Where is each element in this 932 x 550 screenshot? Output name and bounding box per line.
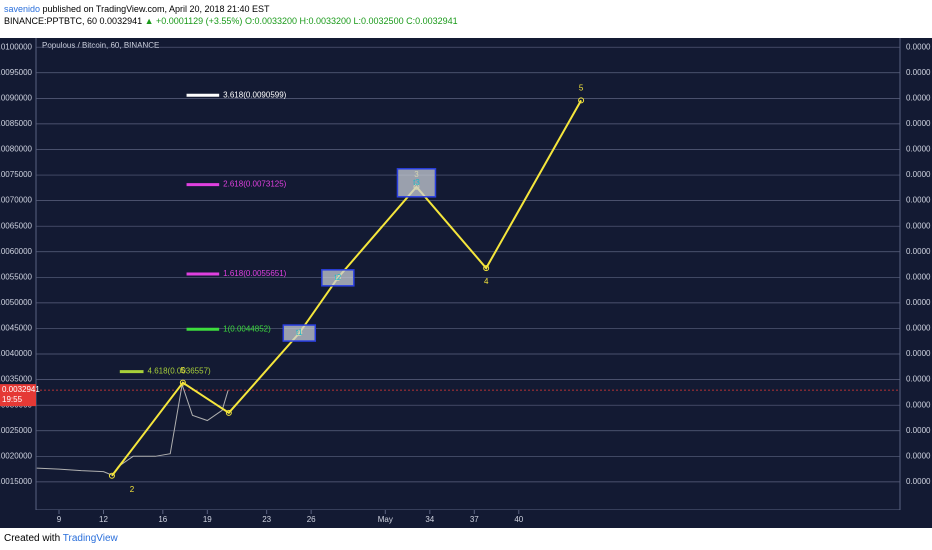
y2-tick-label: 0.0000 (906, 349, 931, 358)
x-tick-label: 26 (307, 515, 316, 524)
level-label: 1.618(0.0055651) (223, 269, 287, 278)
wave-point (179, 379, 186, 386)
y2-tick-label: 0.0000 (906, 298, 931, 307)
target-box (282, 324, 317, 342)
y-tick-label: 0.0055000 (0, 272, 33, 281)
wave-point (483, 265, 490, 272)
wave-label: 2 (130, 485, 135, 494)
target-label: t3 (413, 178, 420, 187)
price-tag-time: 19:55 (2, 395, 23, 404)
y2-tick-label: 0.0000 (906, 375, 931, 384)
y-tick-label: 0.0090000 (0, 93, 33, 102)
x-axis-bg (0, 510, 932, 528)
series-line (36, 384, 229, 476)
x-tick-label: May (378, 515, 393, 524)
brand[interactable]: TradingView (62, 533, 118, 544)
x-tick-label: 37 (470, 515, 479, 524)
wave-label: 5 (579, 83, 584, 92)
y-tick-label: 0.0045000 (0, 324, 33, 333)
change: ▲ +0.0001129 (+3.55%) (144, 16, 243, 26)
series-line (111, 99, 582, 477)
wave-point (578, 97, 585, 104)
wave-point (108, 472, 115, 479)
price: 0.0032941 (99, 16, 143, 26)
y-tick-label: 0.0020000 (0, 451, 33, 460)
y2-tick-label: 0.0000 (906, 221, 931, 230)
y2-tick-label: 0.0000 (906, 400, 931, 409)
wave-label: 4 (484, 277, 489, 286)
symbol: BINANCE:PPTBTC, 60 (4, 16, 98, 26)
footer: Created with TradingView (0, 528, 932, 550)
author[interactable]: savenido (4, 4, 41, 14)
y-tick-label: 0.0040000 (0, 349, 33, 358)
target-label: t1 (296, 328, 303, 337)
y-tick-label: 0.0080000 (0, 145, 33, 154)
published: published on TradingView.com, April 20, … (40, 4, 270, 14)
price-tag (0, 384, 36, 407)
y-tick-label: 0.0100000 (0, 42, 33, 51)
header-line: BINANCE:PPTBTC, 60 0.0032941 ▲ +0.000112… (4, 15, 928, 27)
y-tick-label: 0.0095000 (0, 68, 33, 77)
y2-tick-label: 0.0000 (906, 42, 931, 51)
x-tick-label: 12 (99, 515, 108, 524)
y-tick-label: 0.0035000 (0, 375, 33, 384)
target-label: t2 (335, 273, 342, 282)
y2-tick-label: 0.0000 (906, 324, 931, 333)
level-label: 4.618(0.0036557) (148, 367, 212, 376)
y2-tick-label: 0.0000 (906, 272, 931, 281)
y2-tick-label: 0.0000 (906, 145, 931, 154)
x-tick-label: 23 (262, 515, 271, 524)
y-tick-label: 0.0015000 (0, 477, 33, 486)
chart: Populous / Bitcoin, 60, BINANCE 0.001500… (0, 38, 932, 528)
y-tick-label: 0.0065000 (0, 221, 33, 230)
y2-tick-label: 0.0000 (906, 196, 931, 205)
y2-tick-label: 0.0000 (906, 119, 931, 128)
y2-tick-label: 0.0000 (906, 170, 931, 179)
y-tick-label: 0.0050000 (0, 298, 33, 307)
level-label: 2.618(0.0073125) (223, 180, 287, 189)
chart-bg (0, 38, 932, 528)
y-tick-label: 0.0075000 (0, 170, 33, 179)
x-tick-label: 40 (514, 515, 523, 524)
target-box (396, 168, 437, 198)
x-tick-label: 19 (203, 515, 212, 524)
y-tick-label: 0.0085000 (0, 119, 33, 128)
y-tick-label: 0.0060000 (0, 247, 33, 256)
level-label: 1(0.0044852) (223, 324, 271, 333)
target-box (321, 269, 355, 287)
y2-tick-label: 0.0000 (906, 93, 931, 102)
created: Created with (4, 533, 61, 544)
ohlc: O:0.0033200 H:0.0033200 L:0.0032500 C:0.… (244, 16, 458, 26)
x-tick-label: 9 (57, 515, 62, 524)
y2-tick-label: 0.0000 (906, 68, 931, 77)
wave-point (225, 409, 232, 416)
level-label: 3.618(0.0090599) (223, 90, 287, 99)
chart-title: Populous / Bitcoin, 60, BINANCE (42, 41, 159, 50)
wave-label: 5 (181, 366, 186, 375)
price-tag-label: 0.0032941 (2, 385, 40, 394)
x-tick-label: 34 (425, 515, 434, 524)
header: savenido published on TradingView.com, A… (0, 0, 932, 38)
y2-tick-label: 0.0000 (906, 451, 931, 460)
y-tick-label: 0.0025000 (0, 426, 33, 435)
y-tick-label: 0.0070000 (0, 196, 33, 205)
header-line: savenido published on TradingView.com, A… (4, 3, 928, 15)
y2-tick-label: 0.0000 (906, 477, 931, 486)
y2-tick-label: 0.0000 (906, 426, 931, 435)
x-tick-label: 16 (158, 515, 167, 524)
y2-tick-label: 0.0000 (906, 247, 931, 256)
